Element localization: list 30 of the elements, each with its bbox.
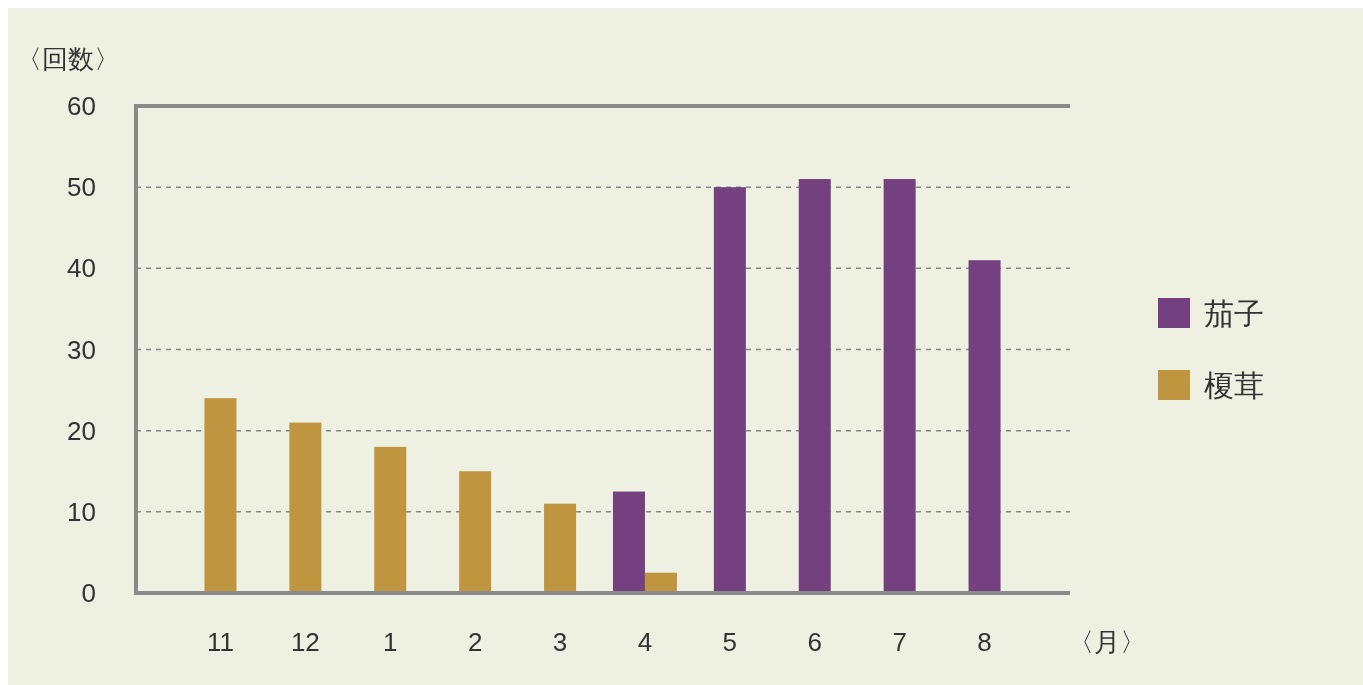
bar [204, 398, 237, 593]
x-tick-label: 4 [637, 627, 653, 657]
bar [374, 446, 407, 593]
x-tick-label: 5 [722, 627, 738, 657]
y-tick-label: 20 [67, 415, 96, 446]
y-tick-label: 50 [67, 172, 96, 203]
x-tick-label: 2 [467, 627, 483, 657]
x-tick-label: 3 [552, 627, 568, 657]
y-tick-label: 30 [67, 334, 96, 365]
legend-label: 茄子 [1204, 297, 1264, 330]
y-axis-title: 〈回数〉 [16, 44, 120, 74]
bar [968, 260, 1001, 593]
x-tick-label: 6 [807, 627, 822, 657]
bar [544, 503, 577, 593]
y-tick-label: 60 [67, 91, 96, 122]
legend-label: 榎茸 [1204, 369, 1264, 402]
bar [459, 471, 492, 593]
x-tick-label: 12 [290, 627, 320, 657]
bar [883, 179, 916, 593]
y-tick-label: 10 [67, 496, 96, 527]
x-tick-label: 8 [977, 627, 992, 657]
y-tick-label: 0 [81, 578, 96, 609]
x-tick-label: 7 [892, 627, 907, 657]
x-tick-label: 1 [383, 627, 398, 657]
y-tick-label: 40 [67, 253, 96, 284]
bar [289, 422, 322, 593]
x-tick-label: 11 [206, 627, 234, 657]
x-axis-title: 〈月〉 [1068, 627, 1146, 657]
bar [798, 179, 831, 593]
bar [713, 187, 746, 593]
